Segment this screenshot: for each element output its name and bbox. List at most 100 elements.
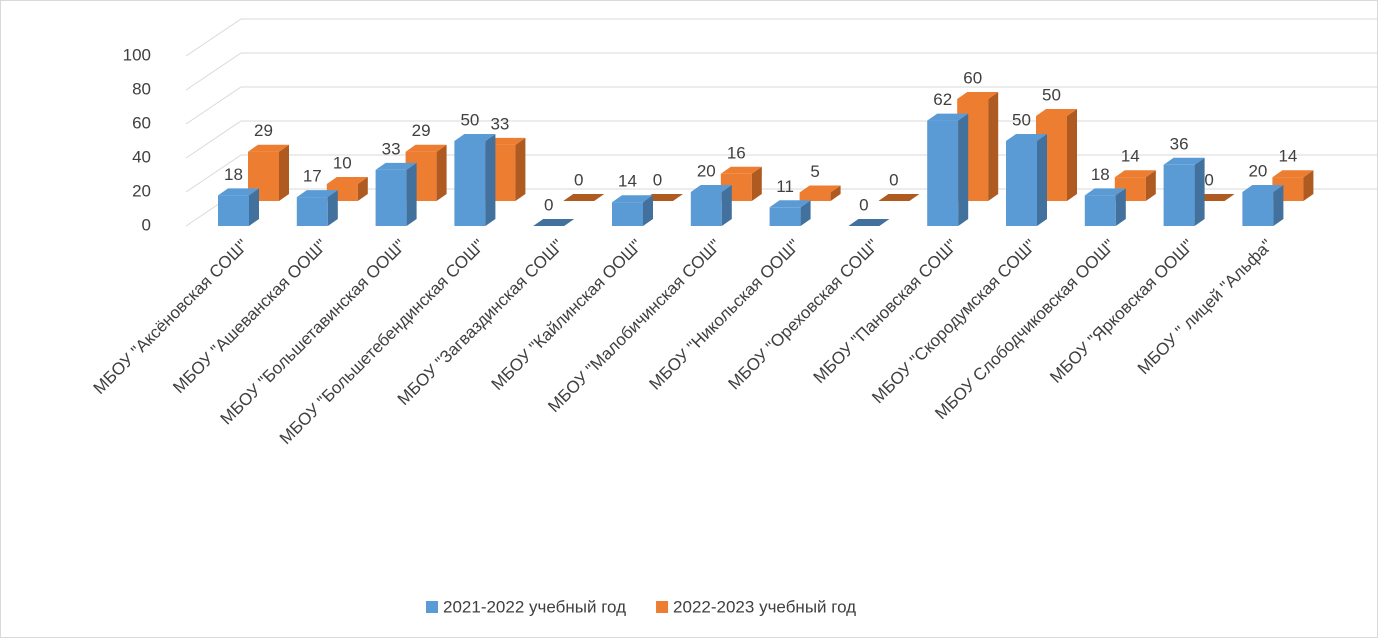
bar (612, 195, 653, 226)
bar-top (957, 92, 999, 99)
legend-label: 2021-2022 учебный год (443, 597, 626, 616)
x-tick-label: МБОУ "Ореховская СОШ" (724, 236, 882, 394)
bar-front (1084, 195, 1116, 226)
bar-top (1114, 170, 1156, 178)
x-tick-label: МБОУ "Загваздинская СОШ" (394, 236, 567, 409)
bar-top (1242, 185, 1284, 192)
bar-top (690, 185, 732, 192)
y-tick-label: 20 (132, 181, 151, 200)
bar-top (878, 194, 920, 201)
bar-top (405, 144, 447, 152)
value-label: 0 (653, 170, 662, 189)
bar-top (563, 194, 605, 201)
bar (248, 144, 289, 201)
x-tick-label: МБОУ "Малобичинская СОШ" (544, 236, 725, 417)
bar (1084, 188, 1126, 226)
value-label: 50 (1012, 110, 1031, 129)
bar-side (751, 166, 762, 201)
y-tick-label: 80 (132, 79, 151, 98)
bar-front (690, 192, 722, 226)
bar (375, 162, 417, 226)
bar (454, 134, 496, 226)
value-label: 17 (303, 167, 322, 186)
bar-side (800, 200, 811, 226)
y-tick-label: 40 (132, 147, 151, 166)
x-tick-label: МБОУ "Ашеванская ООШ" (169, 236, 331, 398)
bar-top (927, 113, 969, 121)
bar (769, 200, 811, 226)
value-label: 10 (333, 153, 352, 172)
bar-side (515, 137, 526, 201)
bar-side (958, 113, 969, 226)
bar-side (485, 134, 496, 226)
value-label: 33 (382, 139, 401, 158)
x-tick-label: МБОУ "Скородумская СОШ" (868, 236, 1040, 408)
bar-side (357, 177, 368, 201)
bar-side (327, 190, 338, 226)
bar-top (1163, 157, 1205, 165)
bar-side (1194, 157, 1205, 226)
bar (218, 188, 259, 226)
bar-side (988, 92, 999, 201)
value-label: 29 (254, 121, 273, 140)
bar-side (1115, 188, 1126, 226)
bar-top (296, 190, 338, 198)
legend-swatch (426, 601, 438, 613)
bar-top (769, 200, 811, 208)
x-tick-label: МБОУ "Кайлинская ООШ" (488, 236, 646, 394)
value-label: 50 (1042, 85, 1061, 104)
bar-side (249, 188, 259, 226)
bar-top (720, 166, 762, 174)
grid-line (185, 18, 1377, 57)
bar-front (612, 202, 643, 226)
bar-side (1037, 134, 1047, 226)
grid-line (185, 52, 1377, 91)
grid-line (185, 154, 1377, 193)
bar-top (533, 219, 575, 226)
bar-front (218, 195, 249, 226)
bar (799, 185, 841, 201)
value-label: 20 (1248, 161, 1267, 180)
bar-top (218, 188, 259, 196)
value-label: 0 (859, 195, 868, 214)
bar-side (1067, 109, 1077, 201)
bar-top (248, 144, 289, 152)
bar-front (1163, 164, 1195, 226)
bar-side (721, 185, 732, 226)
value-label: 50 (460, 110, 479, 129)
value-label: 33 (490, 114, 509, 133)
bar-top (454, 134, 496, 141)
x-tick-label: МБОУ "Аксёновская СОШ" (90, 236, 252, 398)
grid-line (185, 86, 1377, 125)
bar-side (1303, 170, 1314, 201)
bar-front (1242, 192, 1274, 226)
bar-side (830, 185, 841, 201)
bar-front (296, 197, 328, 226)
legend-label: 2022-2023 учебный год (673, 597, 856, 616)
bar-side (406, 162, 417, 226)
x-tick-label: МБОУ "Никольская ООШ" (646, 236, 804, 394)
value-label: 11 (776, 177, 794, 196)
bar (690, 185, 732, 226)
bar (848, 219, 890, 226)
bar (405, 144, 447, 201)
value-label: 16 (727, 143, 746, 162)
bar (533, 219, 575, 226)
bar-front (769, 207, 801, 226)
value-label: 0 (1204, 170, 1213, 189)
bar-front (927, 120, 959, 226)
bar-top (1272, 170, 1314, 178)
legend-swatch (656, 601, 669, 613)
bar-top (1006, 134, 1047, 141)
value-label: 18 (1091, 165, 1110, 184)
value-label: 0 (574, 170, 583, 189)
bar-front (454, 141, 486, 226)
value-label: 29 (412, 121, 431, 140)
bar (878, 194, 920, 201)
value-label: 0 (889, 170, 898, 189)
value-label: 18 (224, 165, 243, 184)
y-tick-label: 0 (142, 215, 151, 234)
bar-top (326, 177, 368, 184)
bar-front (799, 192, 831, 201)
value-label: 14 (1121, 147, 1140, 166)
